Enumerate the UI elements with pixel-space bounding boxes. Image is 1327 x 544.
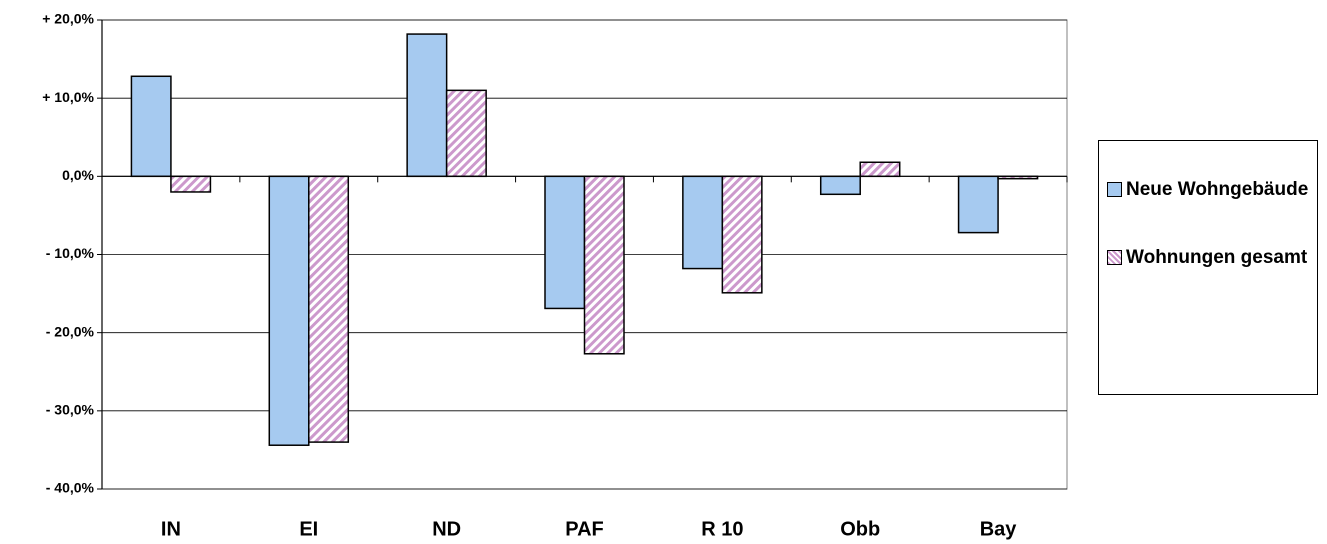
y-tick-label: - 30,0% (46, 402, 95, 418)
y-tick-label: - 10,0% (46, 245, 95, 261)
x-tick-label: IN (161, 518, 181, 540)
legend-entry: Wohnungen gesamt (1107, 245, 1311, 271)
legend-entry: Neue Wohngebäude (1107, 177, 1311, 203)
bar (406, 33, 448, 178)
bar (268, 175, 310, 446)
y-tick-label: - 40,0% (46, 480, 95, 496)
x-tick-label: R 10 (701, 518, 743, 540)
x-tick-label: Bay (980, 518, 1018, 540)
legend-label: Neue Wohngebäude (1126, 179, 1309, 200)
y-tick-label: - 20,0% (46, 323, 95, 339)
bar (859, 161, 901, 178)
bar (170, 175, 212, 193)
bar (583, 175, 625, 355)
bar (544, 175, 586, 310)
x-tick-label: Obb (840, 518, 880, 540)
bar (957, 175, 999, 234)
x-tick-label: ND (432, 518, 461, 540)
legend-swatch (1107, 250, 1122, 265)
bar (308, 175, 350, 443)
y-tick-label: + 20,0% (42, 11, 94, 27)
y-tick-label: 0,0% (62, 167, 94, 183)
bar (130, 75, 172, 178)
x-tick-label: PAF (565, 518, 604, 540)
y-tick-label: + 10,0% (42, 89, 94, 105)
bar (445, 89, 487, 178)
bar (721, 175, 763, 294)
bar (682, 175, 724, 270)
legend-label: Wohnungen gesamt (1126, 247, 1308, 268)
legend: Neue Wohngebäude Wohnungen gesamt (1098, 140, 1318, 395)
legend-swatch (1107, 182, 1122, 197)
bar (819, 175, 861, 196)
x-tick-label: EI (299, 518, 318, 540)
